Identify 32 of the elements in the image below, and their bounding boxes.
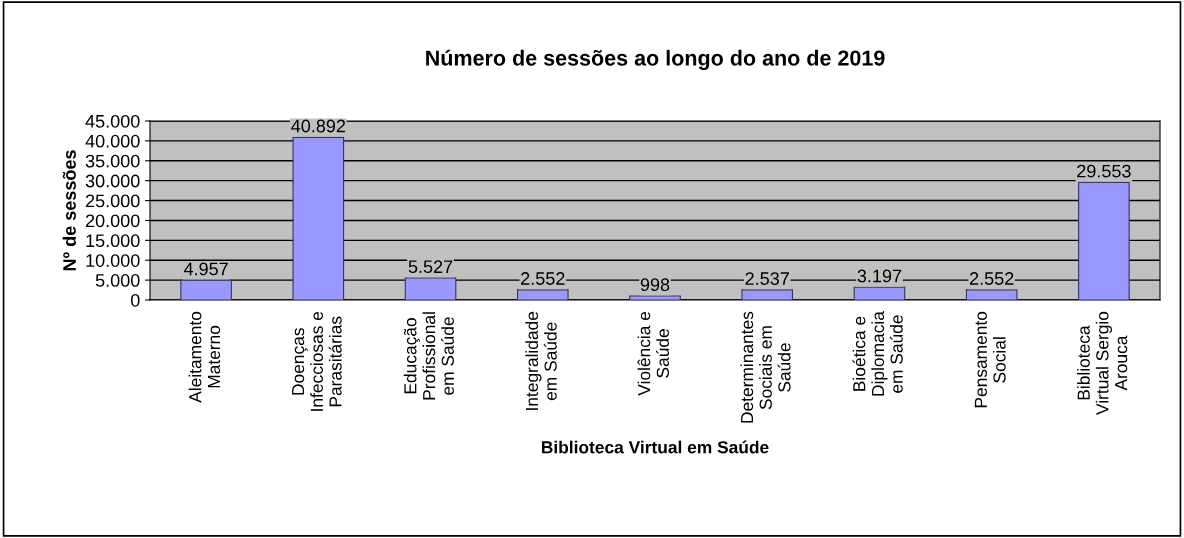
bar — [180, 279, 232, 300]
y-tick-label: 25.000 — [85, 194, 140, 208]
data-label: 4.957 — [183, 262, 228, 276]
chart-title: Número de sessões ao longo do ano de 2019 — [426, 49, 885, 71]
data-label: 29.553 — [1077, 164, 1131, 178]
x-tick-label: Violência e Saúde — [637, 311, 670, 396]
y-tick-label: 45.000 — [85, 114, 140, 128]
x-tick-label: Educação Profissional em Saúde — [403, 312, 454, 400]
y-tick-label: 0 — [130, 293, 140, 307]
data-label: 998 — [640, 278, 670, 292]
x-tick-label: Aleitamento Materno — [188, 311, 221, 403]
y-tick-label: 5.000 — [95, 274, 140, 287]
x-axis-title: Biblioteca Virtual em Saúde — [541, 440, 769, 454]
x-tick-label: Biblioteca Virtual Sergio Arouca — [1077, 311, 1128, 415]
y-tick-label: 10.000 — [86, 254, 140, 267]
y-tick-label: 30.000 — [85, 174, 140, 188]
y-tick-label: 15.000 — [86, 234, 140, 248]
data-label: 5.527 — [408, 260, 453, 274]
data-label: 2.537 — [745, 272, 789, 285]
x-tick-label: Integralidade em Saúde — [525, 311, 557, 410]
x-tick-label: Determinantes Sociais em Saúde — [740, 311, 791, 423]
x-tick-label: Bioética e Diplomacia em Saúde — [852, 311, 903, 396]
data-label: 40.892 — [291, 119, 346, 133]
y-axis-title: Nº de sessões — [62, 150, 76, 271]
x-tick-label: Pensamento Social — [974, 311, 1006, 408]
data-label: 2.552 — [969, 272, 1014, 285]
x-tick-label: Doenças Infecciosas e Parasitárias — [292, 311, 342, 411]
y-tick-label: 40.000 — [85, 134, 140, 148]
data-label: 3.197 — [857, 269, 902, 283]
y-tick-label: 20.000 — [85, 214, 140, 228]
data-label: 2.552 — [521, 272, 565, 285]
y-tick-label: 35.000 — [85, 154, 140, 168]
